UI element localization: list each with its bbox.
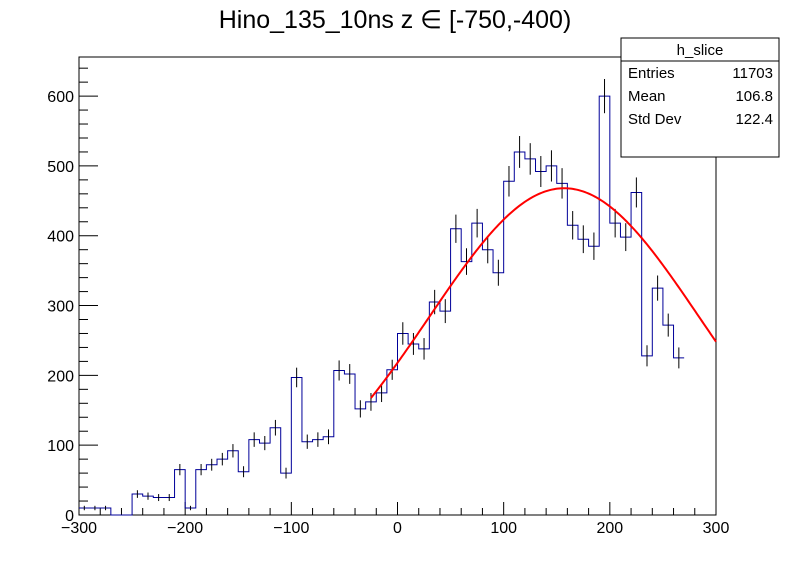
y-tick-label: 0 [65, 508, 74, 525]
stats-value-entries: 11703 [732, 65, 773, 82]
histogram-outline [79, 95, 685, 516]
y-tick-label: 300 [47, 299, 74, 316]
y-tick-label: 600 [47, 89, 74, 106]
plot-frame [78, 56, 717, 516]
x-tick-label: 300 [703, 520, 730, 537]
stats-box-frame [620, 37, 780, 158]
stats-value-mean: 106.8 [735, 88, 773, 105]
stats-box: h_slice Entries 11703 Mean 106.8 Std Dev… [620, 37, 780, 158]
fit-curve [370, 187, 717, 399]
stats-label-mean: Mean [628, 88, 666, 105]
x-tick-label: 200 [596, 520, 623, 537]
y-tick-label: 200 [47, 368, 74, 385]
x-tick-label: −100 [273, 520, 309, 537]
stats-label-stddev: Std Dev [628, 111, 682, 128]
x-tick-label: −200 [167, 520, 203, 537]
stats-value-stddev: 122.4 [735, 111, 773, 128]
axes: −300 −200 −100 0 100 200 300 0 100 200 300 400 500 60… [47, 67, 730, 537]
x-tick-label: 100 [490, 520, 517, 537]
chart-title: Hino_135_10ns z ∈ [-750,-400) [219, 6, 572, 34]
y-tick-label: 400 [47, 229, 74, 246]
x-tick-label: −300 [61, 520, 97, 537]
stats-label-entries: Entries [628, 65, 675, 82]
y-tick-label: 100 [47, 438, 74, 455]
histogram [79, 78, 685, 516]
y-tick-label: 500 [47, 159, 74, 176]
stats-box-title: h_slice [677, 42, 724, 59]
x-tick-label: 0 [393, 520, 402, 537]
